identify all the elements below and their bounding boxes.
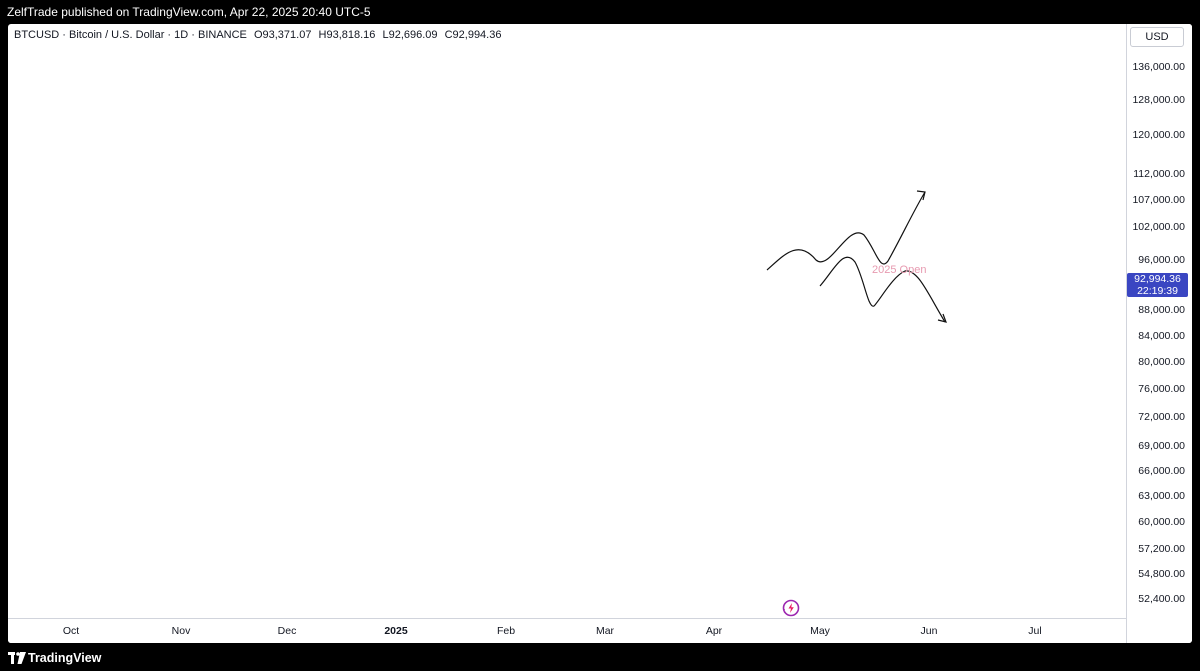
publish-bar: ZelfTrade published on TradingView.com, … <box>0 0 1200 24</box>
open-value: 93,371.07 <box>262 29 312 41</box>
drawing-upper-arrowhead <box>916 190 926 201</box>
currency-button[interactable]: USD <box>1130 27 1184 47</box>
time-tick-label: Jun <box>920 625 938 637</box>
price-tick-label: 69,000.00 <box>1138 440 1185 452</box>
low-value: 92,696.09 <box>388 29 438 41</box>
price-tick-label: 107,000.00 <box>1132 194 1185 206</box>
price-tick-label: 54,800.00 <box>1138 568 1185 580</box>
time-tick-label: 2025 <box>384 625 408 637</box>
drawing-upper-scenario[interactable] <box>766 191 926 271</box>
price-tick-label: 128,000.00 <box>1132 94 1185 106</box>
last-price-tag: 92,994.36 22:19:39 <box>1127 273 1188 297</box>
high-value: 93,818.16 <box>326 29 376 41</box>
zone-label: 2025 Open <box>872 264 927 276</box>
price-tick-label: 52,400.00 <box>1138 593 1185 605</box>
tradingview-logo-icon <box>8 652 26 664</box>
price-tick-label: 112,000.00 <box>1133 168 1185 180</box>
price-tick-label: 120,000.00 <box>1132 129 1185 141</box>
close-key: C <box>444 29 453 41</box>
price-tick-label: 66,000.00 <box>1138 465 1185 477</box>
drawing-lower-scenario[interactable] <box>819 256 946 323</box>
symbol-info: BTCUSD · Bitcoin / U.S. Dollar · 1D · BI… <box>14 29 247 41</box>
price-tick-label: 88,000.00 <box>1138 304 1185 316</box>
price-tick-label: 136,000.00 <box>1132 61 1185 73</box>
time-tick-label: Apr <box>705 625 723 637</box>
price-tick-label: 102,000.00 <box>1132 221 1185 233</box>
drawing-lower-arrowhead <box>937 313 947 323</box>
high-key: H <box>318 29 327 41</box>
price-tick-label: 72,000.00 <box>1138 411 1185 423</box>
time-tick-label: Feb <box>496 625 516 637</box>
price-tick-label: 76,000.00 <box>1138 383 1185 395</box>
open-key: O <box>253 29 263 41</box>
low-key: L <box>382 29 389 41</box>
time-tick-label: Mar <box>595 625 615 637</box>
bar-countdown: 22:19:39 <box>1137 285 1178 297</box>
time-tick-label: Nov <box>171 625 191 637</box>
symbol-legend[interactable]: BTCUSD · Bitcoin / U.S. Dollar · 1D · BI… <box>14 29 501 41</box>
price-axis[interactable]: USD 136,000.00 128,000.00 120,000.00 112,00… <box>1126 24 1192 643</box>
time-axis[interactable]: Oct Nov Dec 2025 Feb Mar Apr May Jun Jul <box>8 618 1126 643</box>
price-tick-label: 96,000.00 <box>1138 254 1185 266</box>
price-plot[interactable] <box>8 24 1126 618</box>
price-tick-label: 60,000.00 <box>1138 516 1185 528</box>
chart-frame[interactable]: BTCUSD · Bitcoin / U.S. Dollar · 1D · BI… <box>8 24 1192 643</box>
price-tick-label: 80,000.00 <box>1138 356 1185 368</box>
time-tick-label: Dec <box>277 625 297 637</box>
time-tick-label: May <box>810 625 830 637</box>
price-tick-label: 57,200.00 <box>1138 543 1185 555</box>
time-tick-label: Jul <box>1028 625 1042 637</box>
close-value: 92,994.36 <box>452 29 502 41</box>
flash-icon[interactable] <box>781 598 801 618</box>
price-tick-label: 84,000.00 <box>1138 330 1185 342</box>
price-tick-label: 63,000.00 <box>1138 490 1185 502</box>
published-text: ZelfTrade published on TradingView.com, … <box>7 5 371 19</box>
last-price-value: 92,994.36 <box>1134 273 1181 285</box>
footer-bar: TradingView <box>0 647 1200 671</box>
footer-brand: TradingView <box>28 651 102 665</box>
time-tick-label: Oct <box>62 625 80 637</box>
